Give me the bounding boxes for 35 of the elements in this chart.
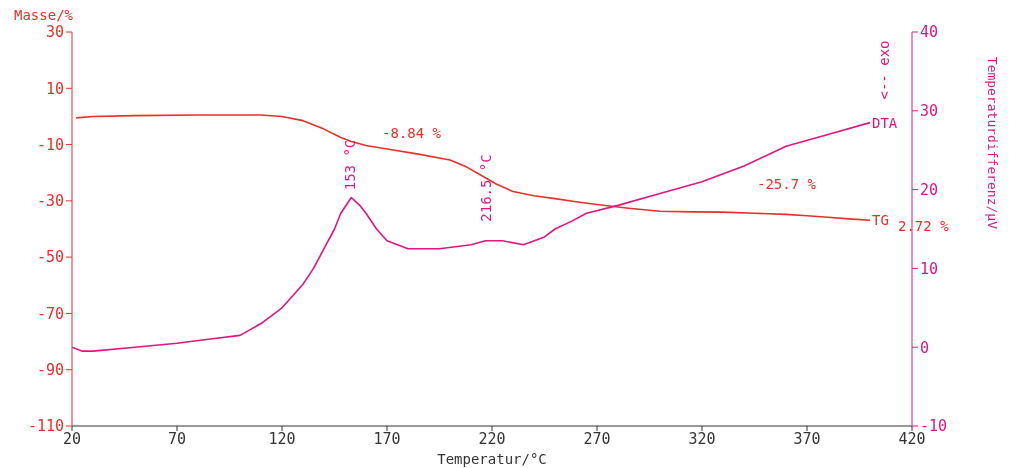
y-tick-label: -50 <box>36 248 64 267</box>
x-tick-label: 320 <box>688 429 716 448</box>
y2-axis-title: Temperaturdifferenz/µV <box>985 56 1001 230</box>
y-tick-label: -10 <box>36 135 64 154</box>
series-label: TG <box>872 212 889 229</box>
annotation: -25.7 % <box>757 176 817 192</box>
x-tick-label: 370 <box>793 429 821 448</box>
line-series <box>75 114 871 222</box>
y2-tick-label: 40 <box>920 23 939 42</box>
y-tick-label: -110 <box>27 417 64 436</box>
y-axis-title: Masse/% <box>14 7 74 23</box>
x-tick-label: 20 <box>62 429 82 448</box>
annotation: 153 °C <box>342 139 358 191</box>
y2-tick-label: 30 <box>920 102 939 121</box>
y-tick-label: 30 <box>45 23 64 42</box>
annotation: -8.84 % <box>382 125 442 141</box>
y2-tick-label: 10 <box>920 259 939 278</box>
y-tick-label: -30 <box>36 192 64 211</box>
x-tick-label: 270 <box>583 429 611 448</box>
series-label: DTA <box>872 114 898 131</box>
y-tick-label: -90 <box>36 361 64 380</box>
y-tick-label: -70 <box>36 304 64 323</box>
x-tick-label: 120 <box>268 429 296 448</box>
x-tick-label: 170 <box>373 429 401 448</box>
y2-tick-label: 20 <box>920 180 939 199</box>
x-axis-title: Temperatur/°C <box>437 451 547 467</box>
x-tick-label: 420 <box>898 429 926 448</box>
y2-tick-label: 0 <box>920 338 930 357</box>
annotation: 216.5 °C <box>478 154 494 222</box>
annotation: 2.72 % <box>898 218 950 234</box>
y-tick-label: 10 <box>45 79 64 98</box>
x-tick-label: 70 <box>167 429 187 448</box>
annotation: <-- exo <box>876 40 892 100</box>
x-tick-label: 220 <box>478 429 506 448</box>
line-series <box>72 121 871 352</box>
